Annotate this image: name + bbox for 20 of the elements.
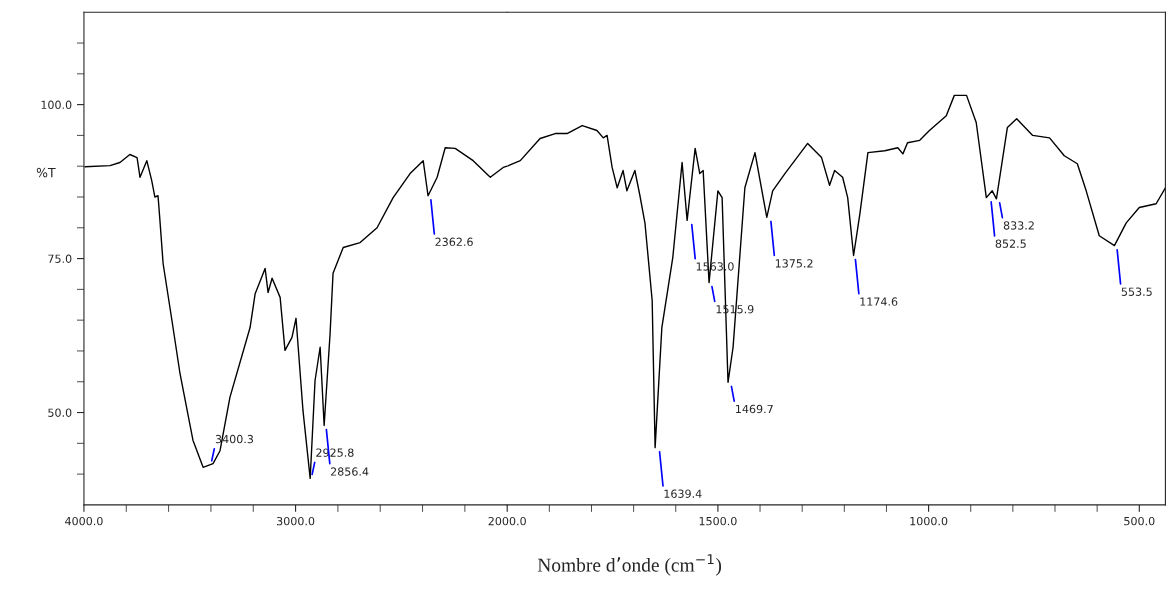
annotation: 833.2 bbox=[1003, 221, 1034, 230]
x-axis-title: Nombre d’onde (cm$^{−1}$) bbox=[537, 554, 722, 576]
x-tick-label: 3000.0 bbox=[276, 516, 315, 526]
y-axis-title: %T bbox=[36, 167, 56, 178]
y-tick-label: 50.0 bbox=[48, 408, 72, 417]
annotation: 553.5 bbox=[1121, 287, 1152, 296]
y-tick-label: 75.0 bbox=[48, 254, 72, 263]
annotation: 852.5 bbox=[995, 239, 1026, 248]
x-tick-label: 1500.0 bbox=[699, 516, 737, 526]
x-tick-label: 2000.0 bbox=[488, 516, 526, 526]
annotation: 2362.6 bbox=[435, 237, 473, 247]
x-tick-label: 500.0 bbox=[1124, 516, 1155, 526]
x-tick-label: 4000.0 bbox=[65, 516, 103, 526]
annotation: 1375.2 bbox=[775, 259, 813, 268]
y-tick-label: 100.0 bbox=[41, 100, 72, 109]
annotation: 1469.7 bbox=[736, 404, 773, 414]
annotation: 1639.4 bbox=[664, 489, 702, 498]
annotation: 2856.4 bbox=[330, 467, 369, 476]
annotation: 1174.6 bbox=[860, 297, 898, 306]
x-tick-label: 1000.0 bbox=[910, 516, 948, 526]
